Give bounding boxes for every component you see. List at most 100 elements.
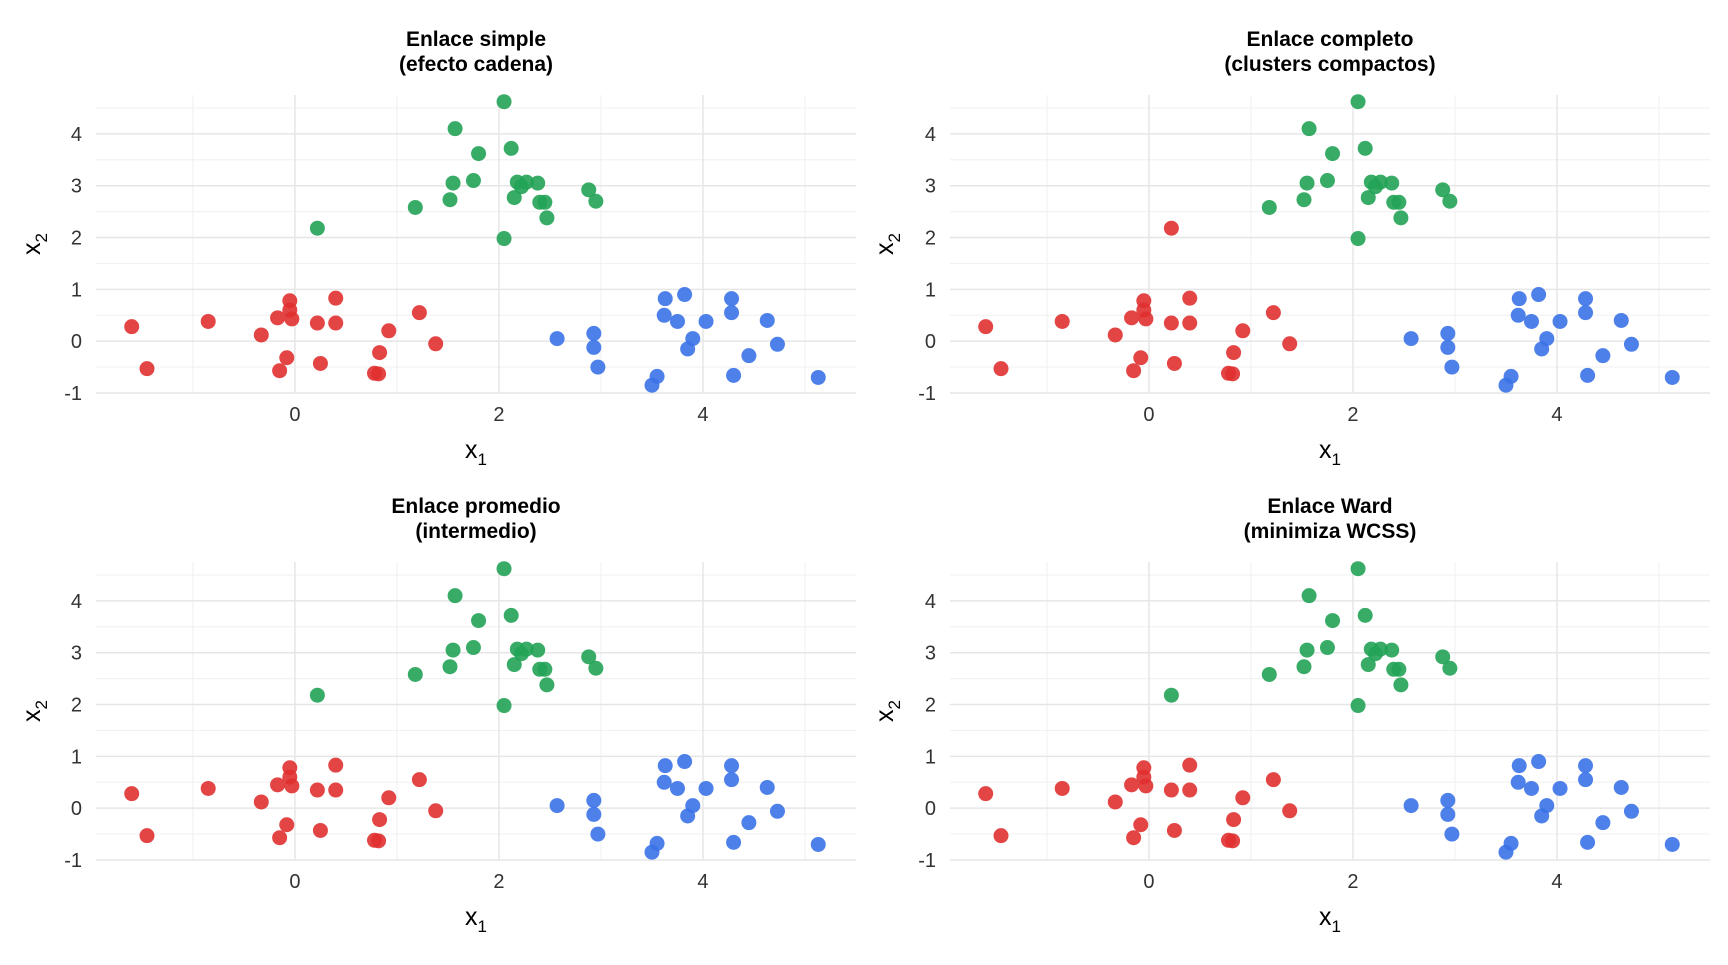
data-point-red (428, 803, 444, 819)
data-point-red (1282, 336, 1298, 352)
data-point-red (411, 305, 427, 321)
x-tick-label: 2 (1347, 871, 1358, 893)
data-point-red (1225, 833, 1241, 849)
data-point-red (279, 817, 295, 833)
data-point-blue (1578, 772, 1594, 788)
data-point-red (372, 812, 388, 828)
data-point-red (1107, 327, 1123, 343)
x-tick-label: 4 (1551, 871, 1562, 893)
chart-title: Enlace completo (1247, 28, 1414, 51)
grid (96, 562, 856, 861)
chart-title: Enlace promedio (391, 495, 560, 518)
data-point-blue (1552, 313, 1568, 329)
data-point-green (496, 94, 512, 110)
data-point-blue (1580, 834, 1596, 850)
data-point-green (496, 561, 512, 577)
data-point-blue (724, 772, 740, 788)
series-red (978, 757, 1298, 849)
data-point-red (1235, 790, 1251, 806)
data-point-red (381, 323, 397, 339)
data-point-green (1299, 642, 1315, 658)
data-point-blue (586, 325, 602, 341)
data-point-green (588, 660, 604, 676)
y-tick-label: 4 (925, 591, 936, 613)
data-point-blue (1595, 348, 1611, 364)
chart-title: Enlace Ward (1267, 495, 1392, 518)
series-blue (549, 287, 826, 393)
series-blue (1403, 287, 1680, 393)
data-point-green (1360, 657, 1376, 673)
data-point-green (539, 677, 555, 693)
data-point-green (1350, 561, 1366, 577)
data-point-blue (1623, 803, 1639, 819)
data-point-blue (1523, 313, 1539, 329)
data-point-blue (549, 798, 565, 814)
y-tick-label: -1 (918, 850, 936, 872)
data-point-green (496, 231, 512, 247)
data-point-blue (1664, 369, 1680, 385)
data-point-red (1133, 350, 1149, 366)
data-point-red (1124, 777, 1140, 793)
data-point-green (496, 698, 512, 714)
data-point-blue (549, 331, 565, 347)
x-axis-label: x1 (1319, 903, 1341, 936)
y-tick-label: 3 (71, 643, 82, 665)
grid (950, 562, 1710, 861)
data-point-blue (656, 307, 672, 323)
y-tick-label: 3 (71, 176, 82, 198)
y-tick-label: 3 (925, 176, 936, 198)
data-point-blue (1444, 359, 1460, 375)
y-tick-label: 1 (71, 279, 82, 301)
x-axis-label: x1 (465, 436, 487, 469)
data-point-red (272, 363, 288, 379)
data-point-green (1372, 641, 1388, 657)
data-point-blue (1595, 815, 1611, 831)
data-point-red (1225, 366, 1241, 382)
data-point-green (445, 642, 461, 658)
data-point-blue (741, 815, 757, 831)
data-point-green (447, 588, 463, 604)
y-axis-label: x2 (18, 233, 51, 255)
data-point-red (200, 780, 216, 796)
y-tick-label: 2 (925, 228, 936, 250)
data-point-green (1163, 687, 1179, 703)
data-point-red (1166, 822, 1182, 838)
chart-title: Enlace simple (406, 28, 546, 51)
data-point-blue (1403, 798, 1419, 814)
data-point-blue (759, 779, 775, 795)
panel-3: 0 2 4 -1 0 1 2 3 4 Enlace promedio(intermedio) x1 x… (18, 495, 856, 936)
data-point-blue (590, 826, 606, 842)
data-point-blue (1539, 331, 1555, 347)
data-point-red (272, 830, 288, 846)
data-point-red (1235, 323, 1251, 339)
data-point-blue (726, 834, 742, 850)
data-point-green (1296, 192, 1312, 208)
data-point-red (1226, 345, 1242, 361)
series-green (1261, 94, 1458, 247)
data-point-green (1325, 146, 1341, 162)
data-point-red (200, 313, 216, 329)
data-point-green (1325, 613, 1341, 629)
data-point-green (442, 192, 458, 208)
data-point-red (312, 355, 328, 371)
grid (96, 95, 856, 394)
data-point-blue (586, 792, 602, 808)
y-axis-label: x2 (18, 700, 51, 722)
data-point-green (1393, 210, 1409, 226)
data-point-blue (1511, 758, 1527, 774)
data-point-green (537, 194, 553, 210)
data-point-blue (649, 835, 665, 851)
y-tick-label: 0 (925, 798, 936, 820)
data-point-red (993, 361, 1009, 377)
data-point-green (1261, 666, 1277, 682)
data-point-blue (1664, 836, 1680, 852)
data-point-red (253, 794, 269, 810)
panel-1: 0 2 4 -1 0 1 2 3 4 Enlace simple(efecto cadena) x1… (18, 28, 856, 469)
x-tick-label: 2 (493, 404, 504, 426)
data-point-red (1166, 355, 1182, 371)
chart-subtitle: (minimiza WCSS) (1244, 520, 1417, 543)
data-point-red (1182, 290, 1198, 306)
data-point-red (428, 336, 444, 352)
data-point-red (993, 828, 1009, 844)
